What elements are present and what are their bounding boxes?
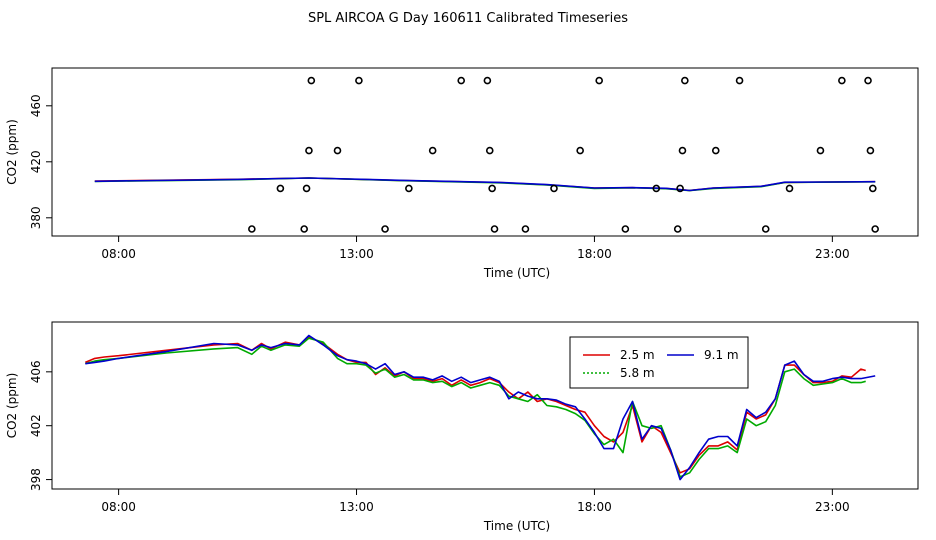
y-axis-label: CO2 (ppm) bbox=[5, 119, 19, 185]
y-tick-label: 402 bbox=[29, 414, 43, 437]
data-point bbox=[735, 76, 744, 85]
data-point bbox=[381, 225, 389, 233]
x-axis-label: Time (UTC) bbox=[483, 519, 550, 533]
data-point bbox=[490, 225, 499, 233]
data-point bbox=[576, 146, 584, 155]
panel-top: 08:00 13:00 18:00 23:00 380 420 460 Time (UTC) C… bbox=[5, 67, 919, 280]
series-line-25m bbox=[84, 335, 866, 474]
data-point bbox=[652, 184, 661, 193]
plot-area bbox=[94, 177, 876, 192]
plot-frame bbox=[51, 67, 919, 237]
legend-label: 5.8 m bbox=[620, 366, 655, 380]
data-point bbox=[676, 184, 684, 193]
data-point bbox=[785, 184, 794, 193]
data-point bbox=[816, 146, 825, 155]
data-point bbox=[838, 76, 846, 85]
y-tick-label: 420 bbox=[29, 150, 43, 173]
x-axis-label: Time (UTC) bbox=[483, 266, 550, 280]
y-tick-label: 398 bbox=[29, 468, 43, 491]
legend-box bbox=[569, 336, 749, 389]
data-point bbox=[333, 146, 342, 155]
x-tick-label: 13:00 bbox=[339, 500, 374, 514]
data-point bbox=[428, 146, 437, 155]
data-point bbox=[678, 146, 687, 155]
data-point bbox=[355, 76, 363, 85]
y-tick-label: 380 bbox=[29, 206, 43, 229]
y-axis-label: CO2 (ppm) bbox=[5, 373, 19, 439]
series-line-91m bbox=[94, 177, 876, 192]
x-tick-label: 18:00 bbox=[577, 500, 612, 514]
x-tick-label: 23:00 bbox=[815, 500, 850, 514]
panel-bottom: 08:00 13:00 18:00 23:00 398 402 406 Time (UTC) C… bbox=[5, 321, 919, 533]
plot-frame bbox=[51, 321, 919, 490]
data-point bbox=[595, 76, 603, 85]
data-point bbox=[488, 184, 496, 193]
chart-title: SPL AIRCOA G Day 160611 Calibrated Times… bbox=[308, 11, 628, 26]
data-point bbox=[305, 146, 313, 155]
data-point bbox=[457, 76, 466, 85]
data-point bbox=[761, 225, 770, 233]
x-tick-label: 08:00 bbox=[101, 500, 136, 514]
data-point bbox=[485, 146, 494, 155]
x-tick-label: 08:00 bbox=[101, 247, 136, 261]
data-point bbox=[681, 76, 689, 85]
data-point bbox=[711, 146, 720, 155]
data-point bbox=[521, 225, 530, 233]
data-point bbox=[673, 225, 682, 233]
data-point bbox=[276, 184, 285, 193]
data-point bbox=[866, 146, 875, 155]
series-line-91m bbox=[85, 334, 876, 481]
data-point bbox=[868, 184, 877, 193]
legend-label: 9.1 m bbox=[704, 348, 739, 362]
data-point bbox=[550, 184, 558, 193]
x-tick-label: 13:00 bbox=[339, 247, 374, 261]
data-point bbox=[300, 225, 308, 233]
y-tick-label: 460 bbox=[29, 94, 43, 117]
data-point bbox=[405, 184, 413, 193]
data-point bbox=[483, 76, 492, 85]
x-tick-label: 18:00 bbox=[577, 247, 612, 261]
series-line-58m bbox=[85, 337, 866, 478]
y-tick-label: 406 bbox=[29, 360, 43, 383]
data-point bbox=[302, 184, 311, 193]
plot-area bbox=[84, 334, 876, 481]
data-point bbox=[307, 76, 316, 85]
x-tick-label: 23:00 bbox=[815, 247, 850, 261]
data-point bbox=[621, 225, 630, 233]
legend: 2.5 m 9.1 m 5.8 m bbox=[569, 336, 749, 389]
data-point bbox=[864, 76, 872, 85]
data-point bbox=[248, 225, 256, 233]
data-point bbox=[871, 225, 879, 233]
legend-label: 2.5 m bbox=[620, 348, 655, 362]
